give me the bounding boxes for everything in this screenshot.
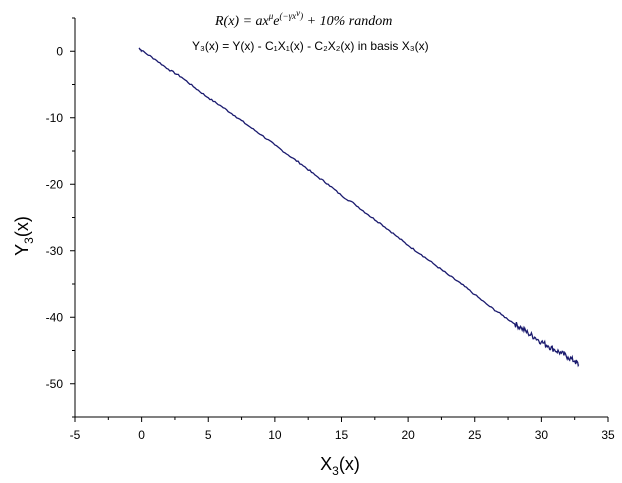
- x-tick-label: 30: [535, 428, 549, 442]
- y-tick-label: -10: [46, 111, 64, 125]
- y-tick-label: -50: [46, 377, 64, 391]
- tick-marks: [70, 17, 609, 422]
- axis-label-main: X: [320, 454, 332, 474]
- x-tick-label: 15: [335, 428, 349, 442]
- x-tick-label: -5: [70, 428, 81, 442]
- y-tick-label: -30: [46, 244, 64, 258]
- axis-label-subscript: 3: [22, 237, 36, 244]
- x-axis-label: X3(x): [320, 454, 360, 478]
- title-superscript: ): [299, 11, 303, 21]
- title-superscript: ν: [296, 8, 300, 18]
- y-tick-label: -40: [46, 310, 64, 324]
- title-part: + 10% random: [303, 14, 392, 29]
- title-superscript: (−γx: [280, 11, 297, 21]
- axis-label-suffix: (x): [12, 216, 32, 237]
- x-tick-label: 10: [268, 428, 282, 442]
- x-tick-label: 35: [601, 428, 615, 442]
- x-tick-label: 25: [468, 428, 482, 442]
- x-tick-label: 20: [401, 428, 415, 442]
- tick-labels: -5 0 5 10 15 20 25 30 350-10-20-30-40-50: [46, 44, 615, 442]
- y-tick-label: -20: [46, 177, 64, 191]
- axis-label-suffix: (x): [339, 454, 360, 474]
- axis-label-main: Y: [12, 244, 32, 256]
- title-part: R(x) = ax: [214, 14, 270, 29]
- axis-label-subscript: 3: [332, 464, 339, 478]
- title-superscript: μ: [268, 11, 274, 21]
- axes: [74, 18, 608, 418]
- x-tick-label: 0: [138, 428, 145, 442]
- x-tick-label: 5: [205, 428, 212, 442]
- title-part: e: [273, 14, 279, 29]
- chart-subtitle: Y₃(x) = Y(x) - C₁X₁(x) - C₂X₂(x) in basi…: [192, 39, 429, 53]
- chart-title-formula: R(x) = axμe(−γxν) + 10% random: [214, 8, 392, 29]
- y-axis-label: Y3(x): [12, 216, 36, 256]
- y-tick-label: 0: [56, 44, 63, 58]
- series-line: [138, 47, 580, 368]
- chart-title: R(x) = axμe(−γxν) + 10% random: [214, 8, 392, 29]
